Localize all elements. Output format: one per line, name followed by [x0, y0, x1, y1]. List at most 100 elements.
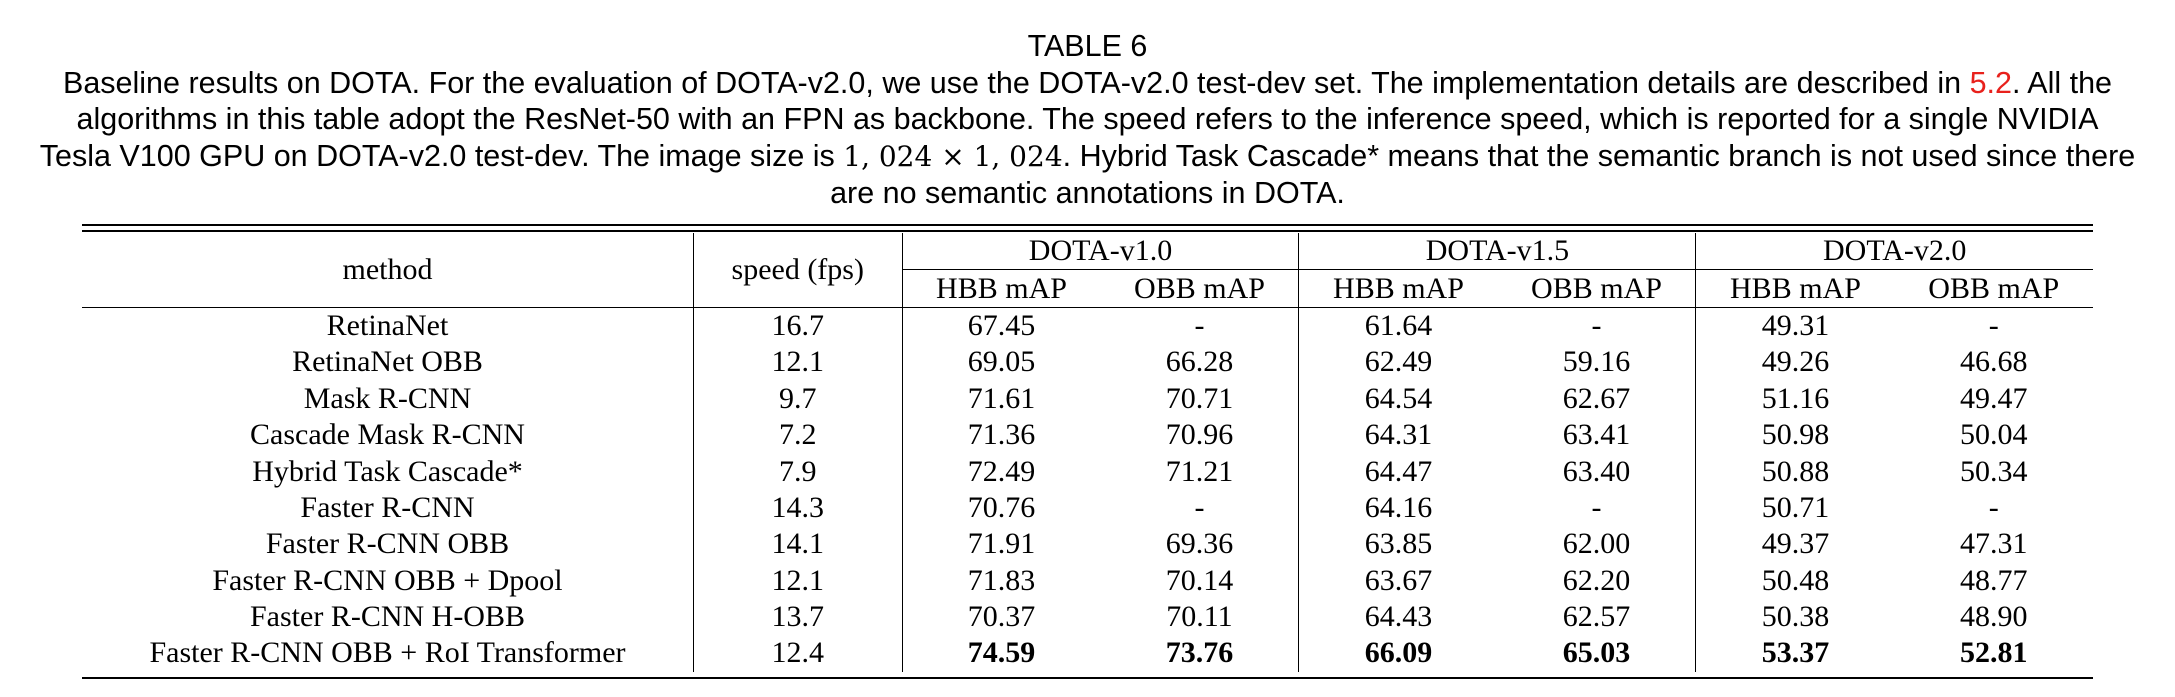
table-label: TABLE 6	[1027, 29, 1148, 63]
cell-v15-obb: 62.20	[1562, 563, 1631, 597]
header-v20-obb: OBB mAP	[1894, 269, 2093, 308]
caption-text-part-2: . All the algorithms in this table adopt…	[39, 65, 2113, 173]
cell-method: Hybrid Task Cascade*	[252, 454, 523, 488]
cell-v10-hbb: 71.36	[901, 416, 1101, 454]
cell-v10-obb: -	[1194, 308, 1205, 342]
cell-v10-hbb: 71.83	[901, 562, 1101, 599]
cell-v20-obb: 52.81	[1959, 636, 2028, 670]
cell-method: Cascade Mask R-CNN	[250, 418, 525, 452]
header-v20-hbb: HBB mAP	[1695, 269, 1895, 308]
cell-speed: 12.1	[693, 344, 902, 381]
cell-v15-hbb: 66.09	[1298, 635, 1498, 672]
cell-speed: 7.9	[693, 453, 902, 490]
cell-v20-hbb: 49.31	[1695, 307, 1895, 345]
cell-v20-obb: 47.31	[1959, 527, 2028, 561]
cell-v10-obb: 70.96	[1165, 418, 1234, 452]
header-group-dota-v2-0: DOTA-v2.0	[1695, 233, 2093, 271]
cell-v10-hbb: 70.37	[901, 598, 1101, 636]
table-row: Faster R-CNN OBB + Dpool 12.1 71.83 70.1…	[82, 562, 2093, 599]
table-row: Cascade Mask R-CNN 7.2 71.36 70.96 64.31…	[82, 416, 2093, 454]
cell-v20-hbb: 50.48	[1695, 562, 1895, 599]
cell-v10-obb: 73.76	[1165, 636, 1234, 670]
table-row: Faster R-CNN H-OBB 13.7 70.37 70.11 64.4…	[82, 598, 2093, 636]
cell-v20-hbb: 50.38	[1695, 598, 1895, 636]
cell-v20-hbb: 49.37	[1695, 526, 1895, 563]
header-v15-hbb: HBB mAP	[1298, 269, 1498, 308]
cell-speed: 14.3	[693, 489, 902, 527]
cell-v15-obb: 62.00	[1562, 527, 1631, 561]
cell-v10-hbb: 72.49	[901, 453, 1101, 490]
caption-text-part-1: Baseline results on DOTA. For the evalua…	[62, 65, 1970, 100]
table-row: Faster R-CNN 14.3 70.76 - 64.16 - 50.71 …	[82, 489, 2093, 527]
cell-v15-hbb: 63.67	[1298, 562, 1498, 599]
cell-v10-hbb: 69.05	[901, 344, 1101, 381]
cell-v10-obb: -	[1194, 490, 1205, 524]
table-row: RetinaNet OBB 12.1 69.05 66.28 62.49 59.…	[82, 344, 2093, 381]
header-method: method	[82, 233, 694, 308]
header-group-dota-v1-0: DOTA-v1.0	[901, 233, 1299, 271]
cell-v15-obb: -	[1591, 490, 1602, 524]
results-table: method speed (fps) DOTA-v1.0 DOTA-v1.5 D…	[82, 233, 2093, 672]
cell-speed: 12.4	[693, 635, 902, 672]
cell-v15-hbb: 63.85	[1298, 526, 1498, 563]
image-size-math: 1, 024 × 1, 024	[843, 139, 1063, 173]
cell-v20-obb: 46.68	[1959, 345, 2028, 379]
cell-method: Faster R-CNN H-OBB	[250, 600, 525, 634]
caption-text: Baseline results on DOTA. For the evalua…	[0, 65, 2175, 212]
cell-v20-hbb: 49.26	[1695, 344, 1895, 381]
table-row: Hybrid Task Cascade* 7.9 72.49 71.21 64.…	[82, 453, 2093, 490]
cell-v15-hbb: 64.16	[1298, 489, 1498, 527]
header-row-groups: method speed (fps) DOTA-v1.0 DOTA-v1.5 D…	[82, 233, 2093, 308]
cell-v20-obb: 48.90	[1959, 600, 2028, 634]
cell-speed: 9.7	[693, 380, 902, 417]
cell-v20-hbb: 50.71	[1695, 489, 1895, 527]
cell-v10-hbb: 71.91	[901, 526, 1101, 563]
cell-v10-hbb: 70.76	[901, 489, 1101, 527]
cell-v20-obb: 50.04	[1959, 418, 2028, 452]
cell-v15-obb: 65.03	[1562, 636, 1631, 670]
header-v15-obb: OBB mAP	[1497, 269, 1696, 308]
cell-v15-obb: 63.40	[1562, 454, 1631, 488]
section-reference-link[interactable]: 5.2	[1969, 65, 2012, 100]
cell-v15-obb: -	[1591, 308, 1602, 342]
cell-v20-hbb: 51.16	[1695, 380, 1895, 417]
header-speed: speed (fps)	[693, 233, 902, 308]
cell-v15-hbb: 64.47	[1298, 453, 1498, 490]
cell-v15-hbb: 64.54	[1298, 380, 1498, 417]
cell-v10-obb: 70.11	[1166, 600, 1233, 634]
table-row: Faster R-CNN OBB + RoI Transformer 12.4 …	[82, 635, 2093, 672]
cell-v15-hbb: 61.64	[1298, 307, 1498, 345]
cell-v20-hbb: 53.37	[1695, 635, 1895, 672]
header-row-metrics: HBB mAP OBB mAP HBB mAP OBB mAP HBB mAP …	[82, 269, 2093, 308]
cell-v20-obb: 49.47	[1959, 381, 2028, 415]
cell-speed: 13.7	[693, 598, 902, 636]
header-v10-obb: OBB mAP	[1100, 269, 1299, 308]
table-row: RetinaNet 16.7 67.45 - 61.64 - 49.31 -	[82, 307, 2093, 345]
caption-text-part-3: . Hybrid Task Cascade* means that the se…	[830, 138, 2136, 211]
cell-v15-hbb: 64.31	[1298, 416, 1498, 454]
cell-v10-obb: 70.14	[1165, 563, 1234, 597]
cell-speed: 16.7	[693, 307, 902, 345]
cell-method: RetinaNet OBB	[292, 345, 483, 379]
cell-v15-hbb: 64.43	[1298, 598, 1498, 636]
cell-speed: 14.1	[693, 526, 902, 563]
cell-v20-obb: 48.77	[1959, 563, 2028, 597]
cell-v15-obb: 62.67	[1562, 381, 1631, 415]
table-row: Mask R-CNN 9.7 71.61 70.71 64.54 62.67 5…	[82, 380, 2093, 417]
table-row: Faster R-CNN OBB 14.1 71.91 69.36 63.85 …	[82, 526, 2093, 563]
cell-method: Faster R-CNN	[300, 490, 475, 524]
cell-v10-hbb: 67.45	[901, 307, 1101, 345]
cell-v10-obb: 71.21	[1165, 454, 1234, 488]
cell-speed: 7.2	[693, 416, 902, 454]
cell-v10-obb: 70.71	[1165, 381, 1234, 415]
cell-v15-obb: 63.41	[1562, 418, 1631, 452]
top-rule-second	[82, 230, 2093, 232]
bottom-rule	[82, 677, 2093, 679]
cell-speed: 12.1	[693, 562, 902, 599]
cell-v20-obb: 50.34	[1959, 454, 2028, 488]
cell-v20-hbb: 50.88	[1695, 453, 1895, 490]
cell-v20-obb: -	[1988, 490, 1999, 524]
cell-v15-obb: 62.57	[1562, 600, 1631, 634]
cell-v10-obb: 69.36	[1165, 527, 1234, 561]
cell-v10-hbb: 71.61	[901, 380, 1101, 417]
